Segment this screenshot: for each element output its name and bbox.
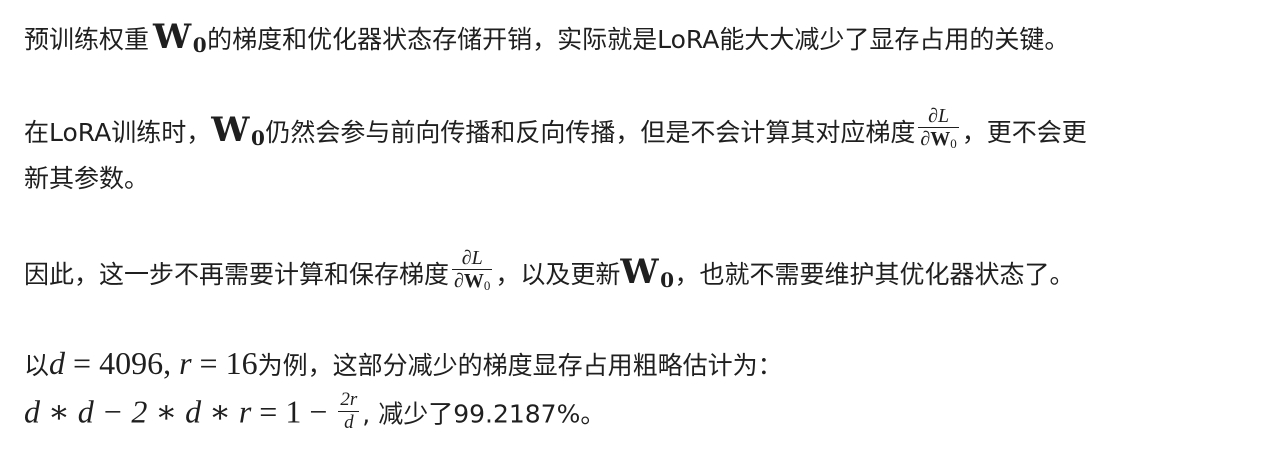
symbol-w0: W0 [620, 252, 675, 292]
math-eq1: = 4096, [65, 345, 180, 381]
paragraph-2-line-1: 在LoRA训练时，W0仍然会参与前向传播和反向传播，但是不会计算其对应梯度 ∂L ∂… [24, 105, 1087, 159]
p3-text-middle: ，以及更新 [495, 260, 621, 289]
p4-text-prefix: 以 [24, 351, 50, 380]
symbol-w0: W0 [153, 17, 208, 57]
p2-text-middle: 仍然会参与前向传播和反向传播，但是不会计算其对应梯度 [265, 118, 916, 147]
p2-text-after: ，更不会更 [961, 118, 1087, 147]
p2-text-before: 在LoRA训练时， [24, 118, 212, 147]
p1-text-after: 的梯度和优化器状态存储开销，实际就是LoRA能大大减少了显存占用的关键。 [207, 25, 1070, 54]
paragraph-2-line-2: 新其参数。 [24, 162, 149, 196]
gradient-fraction: ∂L ∂W0 [452, 247, 493, 293]
formula-rhs: = 1 − [251, 393, 336, 430]
p3-text-after: ，也就不需要维护其优化器状态了。 [674, 260, 1075, 289]
paragraph-1: 预训练权重 W0的梯度和优化器状态存储开销，实际就是LoRA能大大减少了显存占用的… [24, 20, 1069, 62]
math-r: r [179, 345, 192, 381]
p4-text-after: 为例，这部分减少的梯度显存占用粗略估计为： [257, 351, 783, 380]
paragraph-3: 因此，这一步不再需要计算和保存梯度 ∂L ∂W0 ，以及更新W0，也就不需要维护其优化… [24, 247, 1075, 301]
gradient-fraction: ∂L ∂W0 [918, 105, 959, 151]
p2-text-line2: 新其参数。 [24, 164, 150, 193]
math-d: d [49, 345, 66, 381]
p3-text-before: 因此，这一步不再需要计算和保存梯度 [24, 260, 450, 289]
p1-text-before: 预训练权重 [24, 25, 150, 54]
p4-text-result: , 减少了99.2187%。 [362, 399, 606, 429]
ratio-fraction: 2r d [338, 389, 360, 433]
math-eq2: = 16 [191, 345, 258, 381]
paragraph-4-line-1: 以d = 4096, r = 16为例，这部分减少的梯度显存占用粗略估计为： [24, 346, 783, 383]
symbol-w0: W0 [211, 110, 266, 150]
formula-lhs: d ∗ d − 2 ∗ d ∗ r [24, 393, 252, 430]
paragraph-4-line-2: d ∗ d − 2 ∗ d ∗ r = 1 − 2r d, 减少了99.2187%… [24, 389, 606, 438]
